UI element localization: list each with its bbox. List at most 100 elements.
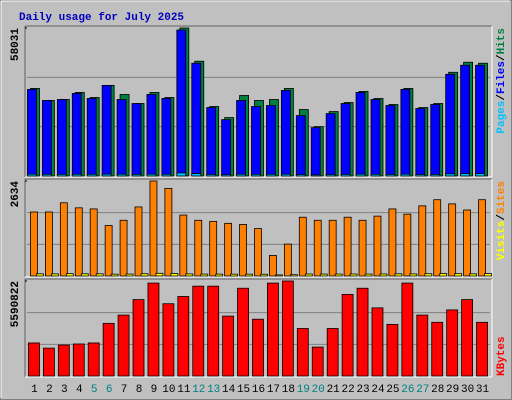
bar <box>304 273 313 277</box>
bar <box>101 173 112 177</box>
bar <box>415 108 426 177</box>
bar <box>403 213 412 277</box>
bar <box>27 89 37 177</box>
legend: KBytes <box>496 336 508 376</box>
bar <box>476 321 488 377</box>
bar <box>385 174 396 177</box>
bar <box>155 272 164 277</box>
bar <box>134 206 143 277</box>
bar <box>385 105 396 177</box>
x-tick-label: 7 <box>121 384 128 396</box>
y-tick-label: 2634 <box>10 181 22 208</box>
legend-entry: Hits <box>496 28 508 54</box>
x-tick-label: 21 <box>327 384 341 396</box>
bar <box>72 343 85 377</box>
bar <box>394 273 403 277</box>
bar <box>28 342 40 377</box>
bar <box>454 273 463 277</box>
x-tick-label: 9 <box>151 384 158 396</box>
bar <box>43 347 55 377</box>
bar <box>252 318 264 377</box>
bar <box>463 209 471 277</box>
bar <box>140 273 149 277</box>
x-tick-label: 6 <box>106 384 113 396</box>
bar <box>280 173 291 177</box>
bar <box>179 214 188 277</box>
bar <box>418 205 427 277</box>
x-tick-label: 14 <box>222 384 236 396</box>
x-tick-label: 31 <box>476 384 490 396</box>
bar <box>164 187 173 277</box>
bar <box>386 323 399 377</box>
bar <box>207 285 220 377</box>
bar <box>310 127 321 177</box>
bar <box>295 115 306 177</box>
bar <box>370 173 381 177</box>
bar <box>110 273 119 277</box>
bar <box>266 105 276 177</box>
x-tick-label: 25 <box>386 384 399 396</box>
x-tick-label: 24 <box>371 384 385 396</box>
bar <box>334 273 343 277</box>
bar <box>260 273 268 277</box>
bar <box>95 273 104 277</box>
x-tick-label: 11 <box>177 384 191 396</box>
bar <box>328 219 337 277</box>
bar <box>149 180 158 277</box>
legend-separator: / <box>496 94 508 101</box>
x-tick-label: 4 <box>76 384 83 396</box>
bar <box>131 103 142 177</box>
bar <box>215 273 224 277</box>
bar <box>236 173 246 177</box>
bar <box>104 225 113 277</box>
bar <box>251 173 261 177</box>
x-tick-label: 12 <box>192 384 205 396</box>
bar <box>230 273 239 277</box>
bar <box>222 315 235 377</box>
x-tick-label: 26 <box>401 384 414 396</box>
bar <box>269 255 277 277</box>
bar <box>424 273 433 277</box>
bar <box>358 219 367 277</box>
bar <box>448 203 457 277</box>
bar <box>325 174 336 177</box>
legend-entry: Sites <box>496 181 508 214</box>
bar <box>431 321 444 377</box>
bar <box>132 299 145 377</box>
x-tick-label: 17 <box>267 384 280 396</box>
legend-entry: KBytes <box>496 336 508 376</box>
bar <box>289 274 298 277</box>
bar <box>349 273 358 277</box>
bar <box>475 64 485 177</box>
bar <box>185 273 194 277</box>
x-tick-label: 22 <box>342 384 355 396</box>
bar <box>401 282 414 377</box>
bar <box>433 199 442 277</box>
bar <box>71 173 82 177</box>
x-tick-label: 19 <box>297 384 310 396</box>
bar <box>224 222 233 277</box>
bar <box>340 103 351 177</box>
bar <box>298 216 307 277</box>
bar <box>356 287 369 377</box>
bar <box>251 106 261 177</box>
bar <box>56 173 67 177</box>
bar <box>162 303 175 377</box>
bar <box>416 314 429 377</box>
bar <box>400 89 411 177</box>
bar <box>379 273 388 277</box>
bar <box>355 173 366 177</box>
bar <box>42 173 52 177</box>
bar <box>221 174 232 177</box>
bar <box>364 273 373 277</box>
x-tick-label: 27 <box>416 384 429 396</box>
legend: Visits/Sites <box>496 181 508 260</box>
bar <box>313 219 322 277</box>
bar <box>319 273 328 277</box>
bar <box>57 344 70 377</box>
x-tick-label: 8 <box>136 384 143 396</box>
bar <box>191 62 202 177</box>
x-tick-label: 30 <box>461 384 474 396</box>
bar <box>206 174 217 177</box>
